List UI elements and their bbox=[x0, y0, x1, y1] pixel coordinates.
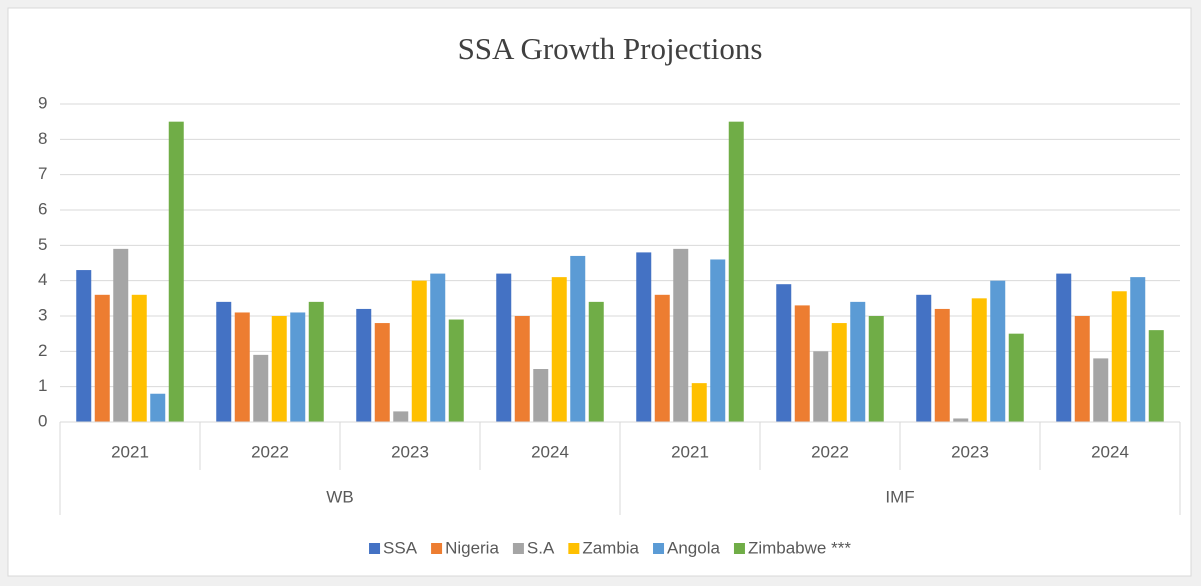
legend-label: SSA bbox=[383, 538, 418, 557]
bar bbox=[1148, 330, 1164, 422]
bar bbox=[356, 308, 372, 422]
bar bbox=[430, 273, 446, 422]
bar bbox=[308, 301, 324, 422]
x-tick-label: 2024 bbox=[531, 442, 569, 461]
x-tick-label: 2021 bbox=[111, 442, 149, 461]
bar bbox=[533, 369, 549, 422]
bar bbox=[411, 280, 427, 422]
bar bbox=[868, 316, 884, 422]
bar bbox=[1111, 291, 1127, 422]
bar bbox=[393, 411, 409, 422]
legend-swatch bbox=[568, 543, 580, 554]
bar bbox=[654, 294, 670, 422]
bar bbox=[290, 312, 306, 422]
bar bbox=[990, 280, 1006, 422]
bar bbox=[971, 298, 987, 422]
y-tick-label: 8 bbox=[38, 129, 47, 148]
bar bbox=[496, 273, 512, 422]
chart-area bbox=[7, 7, 1192, 577]
bar bbox=[168, 121, 184, 423]
bar bbox=[1093, 358, 1109, 422]
legend-label: Nigeria bbox=[445, 538, 499, 557]
y-tick-label: 2 bbox=[38, 341, 47, 360]
bar bbox=[551, 277, 567, 422]
bar bbox=[271, 316, 287, 422]
x-tick-label: 2024 bbox=[1091, 442, 1129, 461]
bar bbox=[916, 294, 932, 422]
y-tick-label: 7 bbox=[38, 164, 47, 183]
bar bbox=[1130, 277, 1146, 422]
bar bbox=[216, 301, 232, 422]
x-tick-label: 2021 bbox=[671, 442, 709, 461]
bar bbox=[636, 252, 652, 422]
bar bbox=[831, 323, 847, 422]
bar bbox=[728, 121, 744, 423]
bar bbox=[710, 259, 726, 422]
y-tick-label: 3 bbox=[38, 305, 47, 324]
legend-swatch bbox=[369, 543, 381, 554]
bar bbox=[570, 255, 586, 422]
bar bbox=[1008, 333, 1024, 422]
x-tick-label: 2023 bbox=[951, 442, 989, 461]
x-tick-label: 2022 bbox=[251, 442, 289, 461]
legend-swatch bbox=[431, 543, 443, 554]
bar bbox=[691, 383, 707, 422]
bar bbox=[253, 354, 269, 422]
bar bbox=[794, 305, 810, 422]
legend-label: S.A bbox=[527, 538, 555, 557]
legend-label: Zambia bbox=[582, 538, 639, 557]
bar bbox=[514, 316, 530, 422]
x-tick-label: 2022 bbox=[811, 442, 849, 461]
bar bbox=[234, 312, 250, 422]
group-label: IMF bbox=[885, 487, 914, 506]
bar bbox=[776, 284, 792, 422]
x-tick-label: 2023 bbox=[391, 442, 429, 461]
y-tick-label: 1 bbox=[38, 376, 47, 395]
bar bbox=[374, 323, 390, 422]
y-tick-label: 0 bbox=[38, 411, 47, 430]
bar bbox=[150, 393, 166, 422]
legend-label: Angola bbox=[667, 538, 720, 557]
bar bbox=[673, 248, 689, 422]
legend-swatch bbox=[733, 543, 745, 554]
y-tick-label: 9 bbox=[38, 93, 47, 112]
bar bbox=[113, 248, 129, 422]
bar bbox=[131, 294, 147, 422]
y-tick-label: 6 bbox=[38, 199, 47, 218]
bar bbox=[1056, 273, 1072, 422]
y-tick-label: 4 bbox=[38, 270, 47, 289]
bar bbox=[76, 270, 92, 422]
group-label: WB bbox=[326, 487, 353, 506]
bar bbox=[934, 308, 950, 422]
legend-swatch bbox=[512, 543, 524, 554]
bar bbox=[448, 319, 464, 422]
chart-title: SSA Growth Projections bbox=[458, 31, 763, 66]
bar bbox=[94, 294, 110, 422]
bar bbox=[953, 418, 969, 422]
y-tick-label: 5 bbox=[38, 235, 47, 254]
bar bbox=[813, 351, 829, 422]
bar bbox=[588, 301, 604, 422]
legend-swatch bbox=[653, 543, 665, 554]
legend-label: Zimbabwe *** bbox=[748, 538, 851, 557]
bar bbox=[850, 301, 866, 422]
bar bbox=[1074, 316, 1090, 422]
